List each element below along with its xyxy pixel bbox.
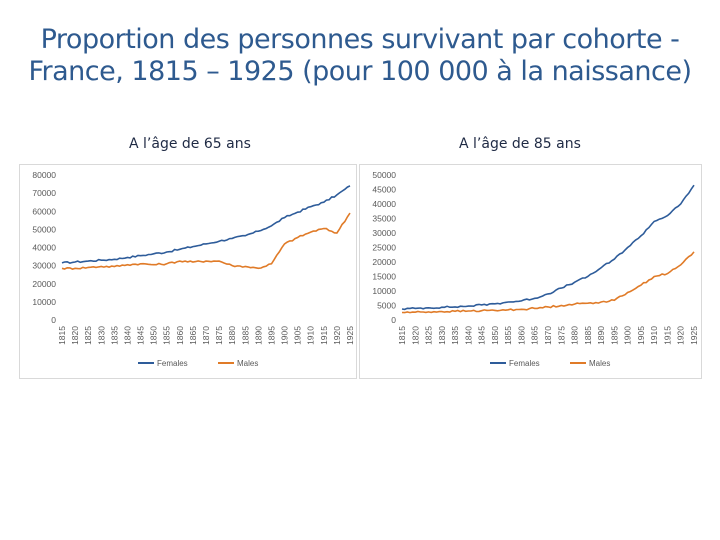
x-tick-label: 1820	[70, 326, 80, 345]
x-tick-label: 1860	[516, 326, 526, 345]
y-tick-label: 0	[391, 315, 396, 325]
x-tick-label: 1915	[319, 326, 329, 345]
x-tick-label: 1845	[477, 326, 487, 345]
y-tick-label: 10000	[372, 286, 396, 296]
y-tick-label: 5000	[377, 301, 396, 311]
x-tick-label: 1880	[570, 326, 580, 345]
x-tick-label: 1905	[293, 326, 303, 345]
x-tick-label: 1925	[689, 326, 699, 345]
x-tick-label: 1885	[240, 326, 250, 345]
x-tick-label: 1845	[136, 326, 146, 345]
y-tick-label: 30000	[32, 261, 56, 271]
y-tick-label: 20000	[372, 257, 396, 267]
y-tick-label: 10000	[32, 297, 56, 307]
slide-title: Proportion des personnes survivant par c…	[20, 24, 700, 88]
y-tick-label: 45000	[372, 185, 396, 195]
y-tick-label: 35000	[372, 214, 396, 224]
x-tick-label: 1865	[530, 326, 540, 345]
x-tick-label: 1820	[410, 326, 420, 345]
series-line-males	[401, 251, 695, 314]
series-line-males	[61, 212, 351, 270]
x-tick-label: 1885	[583, 326, 593, 345]
x-tick-label: 1865	[188, 326, 198, 345]
x-tick-label: 1880	[227, 326, 237, 345]
x-tick-label: 1830	[437, 326, 447, 345]
y-tick-label: 40000	[372, 199, 396, 209]
chart-65-subtitle: A l’âge de 65 ans	[129, 136, 251, 152]
title-line-1: Proportion des personnes survivant par c…	[40, 24, 680, 55]
x-tick-label: 1895	[609, 326, 619, 345]
x-tick-label: 1835	[450, 326, 460, 345]
y-tick-label: 80000	[32, 170, 56, 180]
x-tick-label: 1890	[596, 326, 606, 345]
x-tick-label: 1840	[463, 326, 473, 345]
legend-label-females: Females	[509, 359, 540, 368]
y-tick-label: 70000	[32, 188, 56, 198]
x-tick-label: 1855	[162, 326, 172, 345]
x-tick-label: 1860	[175, 326, 185, 345]
x-tick-label: 1875	[214, 326, 224, 345]
y-tick-label: 20000	[32, 279, 56, 289]
series-line-females	[61, 185, 351, 264]
x-tick-label: 1825	[83, 326, 93, 345]
x-tick-label: 1910	[306, 326, 316, 345]
x-tick-label: 1830	[96, 326, 106, 345]
y-tick-label: 60000	[32, 206, 56, 216]
x-tick-label: 1900	[280, 326, 290, 345]
x-tick-label: 1910	[649, 326, 659, 345]
x-tick-label: 1815	[397, 326, 407, 345]
y-tick-label: 15000	[372, 272, 396, 282]
x-tick-label: 1850	[490, 326, 500, 345]
x-tick-label: 1920	[676, 326, 686, 345]
x-tick-label: 1840	[122, 326, 132, 345]
y-tick-label: 25000	[372, 243, 396, 253]
x-tick-label: 1900	[623, 326, 633, 345]
y-tick-label: 30000	[372, 228, 396, 238]
chart-65-panel: 80000 70000 60000 50000 40000 30000 20000 10000…	[19, 164, 357, 379]
y-tick-label: 40000	[32, 243, 56, 253]
y-tick-label: 50000	[32, 224, 56, 234]
x-tick-label: 1825	[424, 326, 434, 345]
x-tick-label: 1815	[57, 326, 67, 345]
legend-label-females: Females	[157, 359, 188, 368]
x-tick-label: 1905	[636, 326, 646, 345]
chart-85-svg: 5000045000400003500030000250002000015000…	[372, 170, 699, 368]
y-tick-label: 0	[51, 315, 56, 325]
chart-65-svg: 80000 70000 60000 50000 40000 30000 20000 10000…	[32, 170, 355, 368]
legend-label-males: Males	[237, 359, 258, 368]
x-tick-label: 1875	[556, 326, 566, 345]
x-tick-label: 1915	[662, 326, 672, 345]
title-line-2: France, 1815 – 1925 (pour 100 000 à la n…	[28, 56, 692, 87]
x-tick-label: 1870	[201, 326, 211, 345]
y-tick-label: 50000	[372, 170, 396, 180]
x-tick-label: 1920	[332, 326, 342, 345]
x-tick-label: 1850	[149, 326, 159, 345]
x-tick-label: 1870	[543, 326, 553, 345]
x-tick-label: 1895	[266, 326, 276, 345]
x-tick-label: 1925	[345, 326, 355, 345]
x-tick-label: 1835	[109, 326, 119, 345]
x-tick-label: 1890	[253, 326, 263, 345]
chart-85-subtitle: A l’âge de 85 ans	[459, 136, 581, 152]
legend-label-males: Males	[589, 359, 610, 368]
x-tick-label: 1855	[503, 326, 513, 345]
chart-85-panel: 50000 45000 40000 35000 30000 25000 20000 15000…	[359, 164, 702, 379]
series-line-females	[401, 184, 695, 311]
